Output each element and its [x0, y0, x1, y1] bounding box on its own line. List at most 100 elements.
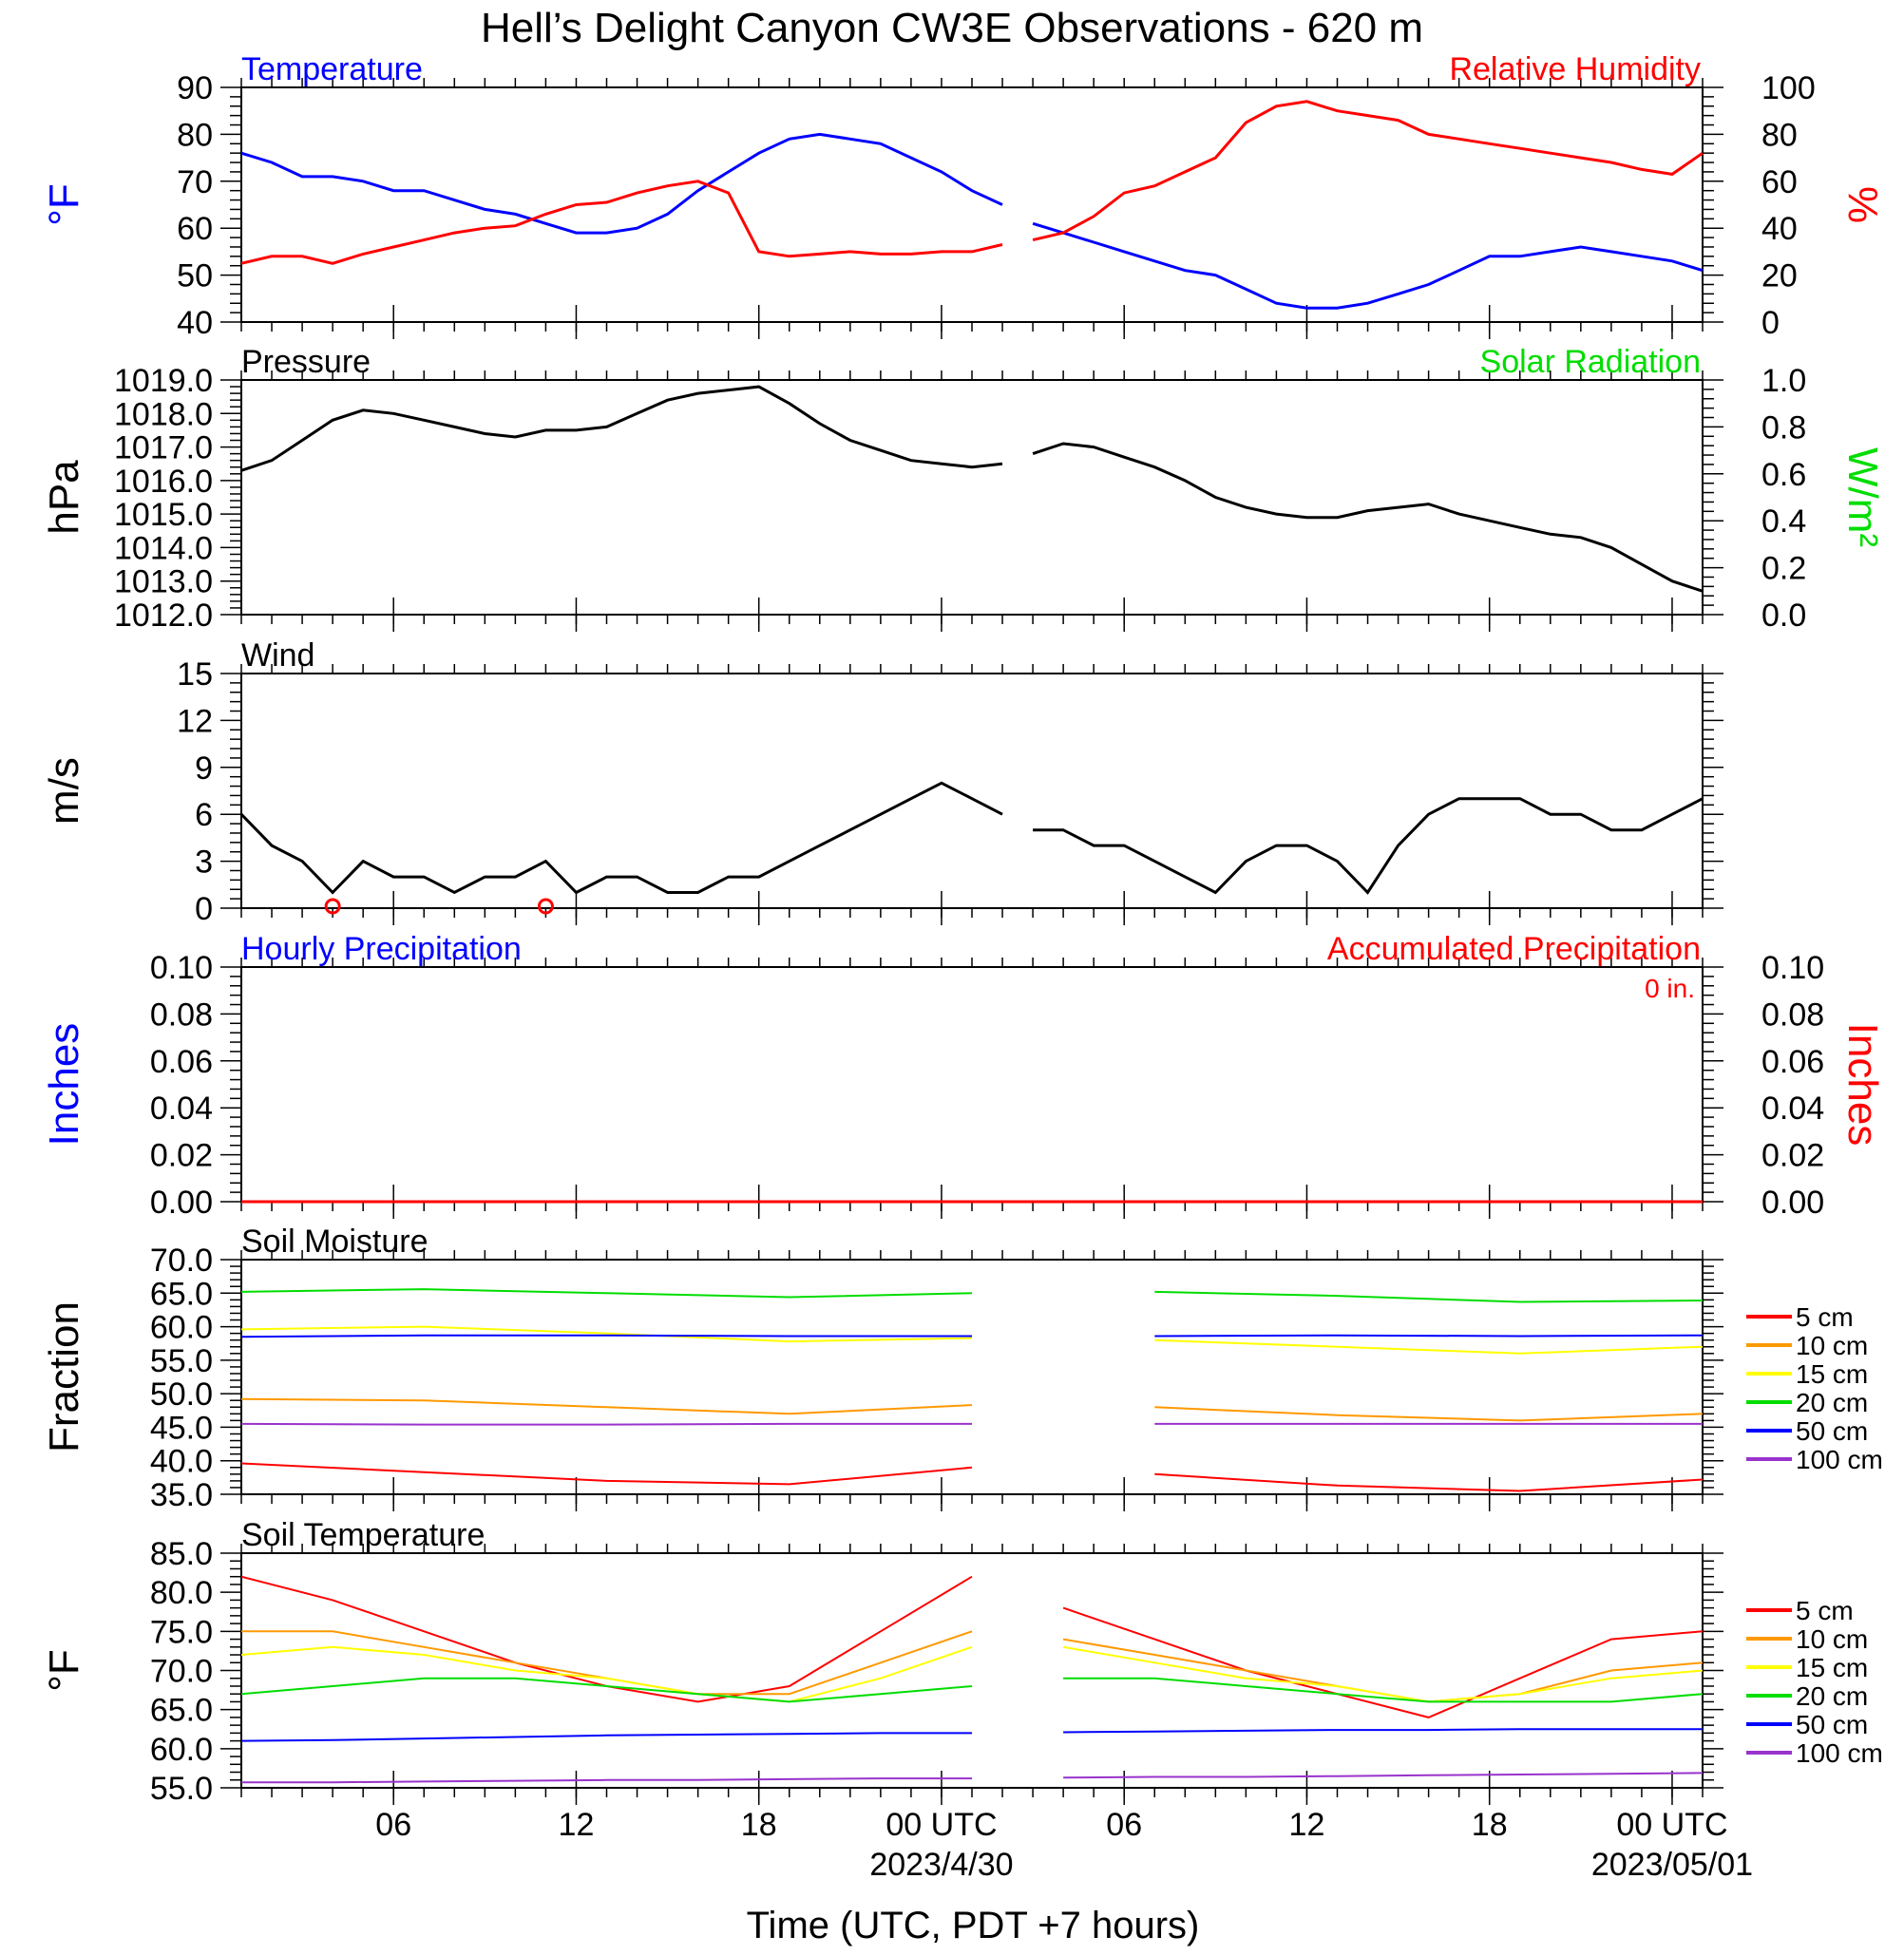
series-line-20-cm — [240, 1677, 973, 1703]
y-left-tick-label: 0.10 — [150, 950, 213, 986]
x-tick-label: 06 — [375, 1807, 411, 1843]
y-left-tick-label: 55.0 — [150, 1771, 213, 1807]
y-right-tick-label: 0.0 — [1761, 598, 1806, 634]
series-line-15-cm — [1062, 1645, 1704, 1703]
series-line-15-cm — [1154, 1338, 1704, 1355]
panel-title-left: Wind — [241, 637, 314, 674]
y-left-tick-label: 0.06 — [150, 1044, 213, 1080]
y-right-tick-label: 1.0 — [1761, 363, 1806, 399]
legend-label: 20 cm — [1796, 1681, 1868, 1711]
series-line-20-cm — [1063, 1677, 1704, 1703]
series-line-100-cm — [241, 1777, 972, 1784]
y-axis-label-right: % — [1839, 186, 1886, 223]
legend-label: 100 cm — [1796, 1445, 1883, 1474]
y-left-tick-label: 45.0 — [150, 1410, 213, 1446]
y-left-tick-label: 1016.0 — [114, 464, 213, 500]
y-left-tick-label: 3 — [195, 845, 213, 881]
panel-title-left: Hourly Precipitation — [241, 931, 522, 967]
x-axis-tick-labels: 06 12 18 00 UTC 2023/4/30 06 12 18 00 UTC 2023/05… — [375, 1807, 1753, 1883]
legend-label: 50 cm — [1796, 1710, 1868, 1739]
series-line-50-cm — [1154, 1334, 1704, 1338]
y-left-tick-label: 15 — [177, 656, 213, 693]
legend-label: 15 cm — [1796, 1359, 1868, 1389]
y-right-tick-label: 100 — [1761, 70, 1816, 106]
calm-wind-marker — [537, 898, 554, 915]
series-line-20-cm — [1154, 1290, 1704, 1303]
y-axis-label-left: m/s — [41, 757, 87, 825]
x-axis-label: Time (UTC, PDT +7 hours) — [747, 1905, 1200, 1946]
x-tick-label: 00 UTC — [1616, 1807, 1727, 1843]
y-left-tick-label: 35.0 — [150, 1477, 213, 1513]
legend-label: 20 cm — [1796, 1388, 1868, 1417]
panel-2: 0 3 6 9 12 15 Wind m/s — [41, 637, 1723, 927]
series-line-wind-speed — [239, 781, 1003, 895]
series-line-15-cm — [240, 1645, 973, 1703]
legend-label: 5 cm — [1796, 1302, 1854, 1332]
series-line-5-cm — [1062, 1606, 1704, 1718]
series-line-temperature — [240, 132, 1003, 235]
series-line-50-cm — [240, 1334, 972, 1338]
y-left-tick-label: 80 — [177, 117, 213, 153]
series-line-relative-humidity — [240, 180, 1003, 265]
y-right-tick-label: 0.00 — [1761, 1185, 1824, 1221]
y-right-tick-label: 0.04 — [1761, 1091, 1824, 1127]
panel-title-left: Temperature — [241, 51, 423, 87]
chart-title: Hell’s Delight Canyon CW3E Observations … — [481, 5, 1423, 51]
y-left-tick-label: 65.0 — [150, 1693, 213, 1729]
series-line-pressure — [240, 385, 1003, 472]
accumulated-total-label: 0 in. — [1645, 974, 1695, 1003]
y-right-tick-label: 80 — [1761, 117, 1798, 153]
x-tick-label: 06 — [1106, 1807, 1142, 1843]
y-axis-label-left: °F — [41, 183, 87, 225]
y-right-tick-label: 0.02 — [1761, 1138, 1824, 1174]
y-right-tick-label: 0 — [1761, 305, 1780, 341]
y-left-tick-label: 0.02 — [150, 1138, 213, 1174]
series-line-wind-speed — [1033, 797, 1704, 895]
x-tick-label: 12 — [1289, 1807, 1325, 1843]
y-left-tick-label: 0.08 — [150, 996, 213, 1033]
series-line-50-cm — [240, 1732, 972, 1742]
series-line-15-cm — [240, 1325, 973, 1343]
y-left-tick-label: 70 — [177, 164, 213, 200]
y-left-tick-label: 50.0 — [150, 1376, 213, 1413]
series-line-50-cm — [1063, 1728, 1703, 1734]
calm-wind-marker — [324, 898, 341, 915]
legend-label: 10 cm — [1796, 1331, 1868, 1360]
y-axis-label-left: hPa — [41, 460, 87, 535]
panel-1: 1012.01013.01014.01015.01016.01017.01018… — [41, 344, 1886, 634]
series-line-5-cm — [1154, 1472, 1704, 1492]
y-right-tick-label: 0.8 — [1761, 409, 1806, 446]
y-left-tick-label: 60 — [177, 211, 213, 247]
legend-label: 15 cm — [1796, 1653, 1868, 1682]
y-axis-label-right: W/m² — [1839, 447, 1886, 547]
y-right-tick-label: 0.6 — [1761, 457, 1806, 493]
series-line-temperature — [1032, 221, 1704, 310]
x-tick-label: 18 — [1472, 1807, 1508, 1843]
panel-title-right: Solar Radiation — [1480, 344, 1701, 380]
y-right-tick-label: 0.2 — [1761, 551, 1806, 587]
y-right-tick-label: 40 — [1761, 211, 1798, 247]
y-axis-label-left: Inches — [41, 1023, 87, 1147]
panel-5: 55.060.065.070.0 75.080.085.0 Soil Tempera… — [41, 1517, 1883, 1807]
y-left-tick-label: 1018.0 — [114, 396, 213, 432]
y-left-tick-label: 50 — [177, 258, 213, 294]
panel-3: 0.00 0.02 0.04 0.06 0.08 0.10 0.00 0.02 0.04 0.06… — [41, 931, 1886, 1221]
y-left-tick-label: 0 — [195, 891, 213, 927]
y-left-tick-label: 1017.0 — [114, 430, 213, 466]
y-left-tick-label: 60.0 — [150, 1732, 213, 1768]
y-left-tick-label: 12 — [177, 703, 213, 739]
x-tick-date: 2023/05/01 — [1591, 1847, 1753, 1883]
y-left-tick-label: 6 — [195, 797, 213, 833]
y-right-tick-label: 0.4 — [1761, 503, 1806, 540]
y-left-tick-label: 0.04 — [150, 1091, 213, 1127]
y-left-tick-label: 1019.0 — [114, 363, 213, 399]
series-line-5-cm — [240, 1462, 973, 1486]
panel-title-right: Accumulated Precipitation — [1327, 931, 1701, 967]
series-line-20-cm — [240, 1288, 973, 1299]
series-line-100-cm — [240, 1422, 972, 1426]
y-left-tick-label: 90 — [177, 70, 213, 106]
y-right-tick-label: 60 — [1761, 164, 1798, 200]
y-left-tick-label: 85.0 — [150, 1536, 213, 1572]
